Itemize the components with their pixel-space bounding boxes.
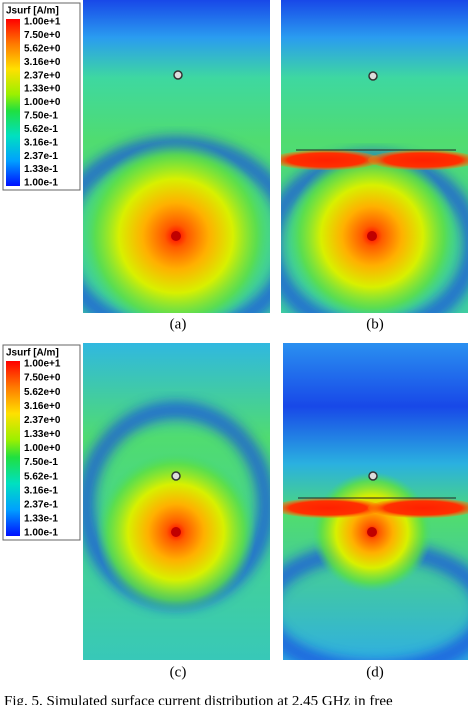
legend-tick: 5.62e+0 [24,43,61,54]
legend-tick: 2.37e+0 [24,415,61,426]
legend-tick: 1.33e-1 [24,514,58,525]
color-bar [6,361,20,536]
current-stripe [281,150,381,170]
legend-tick: 1.33e+0 [24,84,61,95]
field-panel [283,343,468,660]
hotspot-center [367,527,377,537]
legend-tick: 3.16e-1 [24,485,58,496]
legend-tick: 5.62e-1 [24,471,58,482]
legend-tick: 7.50e-1 [24,457,58,468]
feed-point [368,471,378,481]
legend-tick: 7.50e+0 [24,30,61,41]
legend-tick: 7.50e+0 [24,373,61,384]
legend-title: Jsurf [A/m] [6,6,59,17]
legend-tick: 3.16e-1 [24,137,58,148]
hotspot-center [171,231,181,241]
current-stripe [368,150,468,170]
legend-tick: 5.62e+0 [24,387,61,398]
legend-title: Jsurf [A/m] [6,348,59,359]
legend-tick: 1.00e+1 [24,359,61,370]
legend-tick: 2.37e-1 [24,499,58,510]
legend-tick: 1.00e+0 [24,97,61,108]
hotspot-center [367,231,377,241]
legend-tick: 1.00e-1 [24,528,58,539]
legend-tick: 5.62e-1 [24,124,58,135]
hotspot-center [171,527,181,537]
field-panel [83,343,270,660]
panel-label: (b) [366,316,384,332]
legend-tick: 1.00e+1 [24,17,61,28]
feed-point [171,471,181,481]
feed-point [173,70,183,80]
feed-point [368,71,378,81]
legend-tick: 1.00e+0 [24,443,61,454]
legend-tick: 1.33e-1 [24,164,58,175]
legend-tick: 1.00e-1 [24,178,58,189]
color-bar [6,19,20,186]
field-panel [281,0,468,313]
current-stripe [283,498,383,518]
legend-tick: 2.37e-1 [24,151,58,162]
current-stripe [368,498,468,518]
field-panel [83,0,270,313]
panel-label: (a) [170,316,187,332]
panel-label: (c) [170,664,187,680]
current-hotspot [83,141,270,313]
legend-tick: 3.16e+0 [24,57,61,68]
caption: Fig. 5. Simulated surface current distri… [4,693,393,705]
legend-tick: 1.33e+0 [24,429,61,440]
legend-tick: 3.16e+0 [24,401,61,412]
panel-label: (d) [366,664,384,680]
legend-tick: 7.50e-1 [24,111,58,122]
legend-tick: 2.37e+0 [24,70,61,81]
